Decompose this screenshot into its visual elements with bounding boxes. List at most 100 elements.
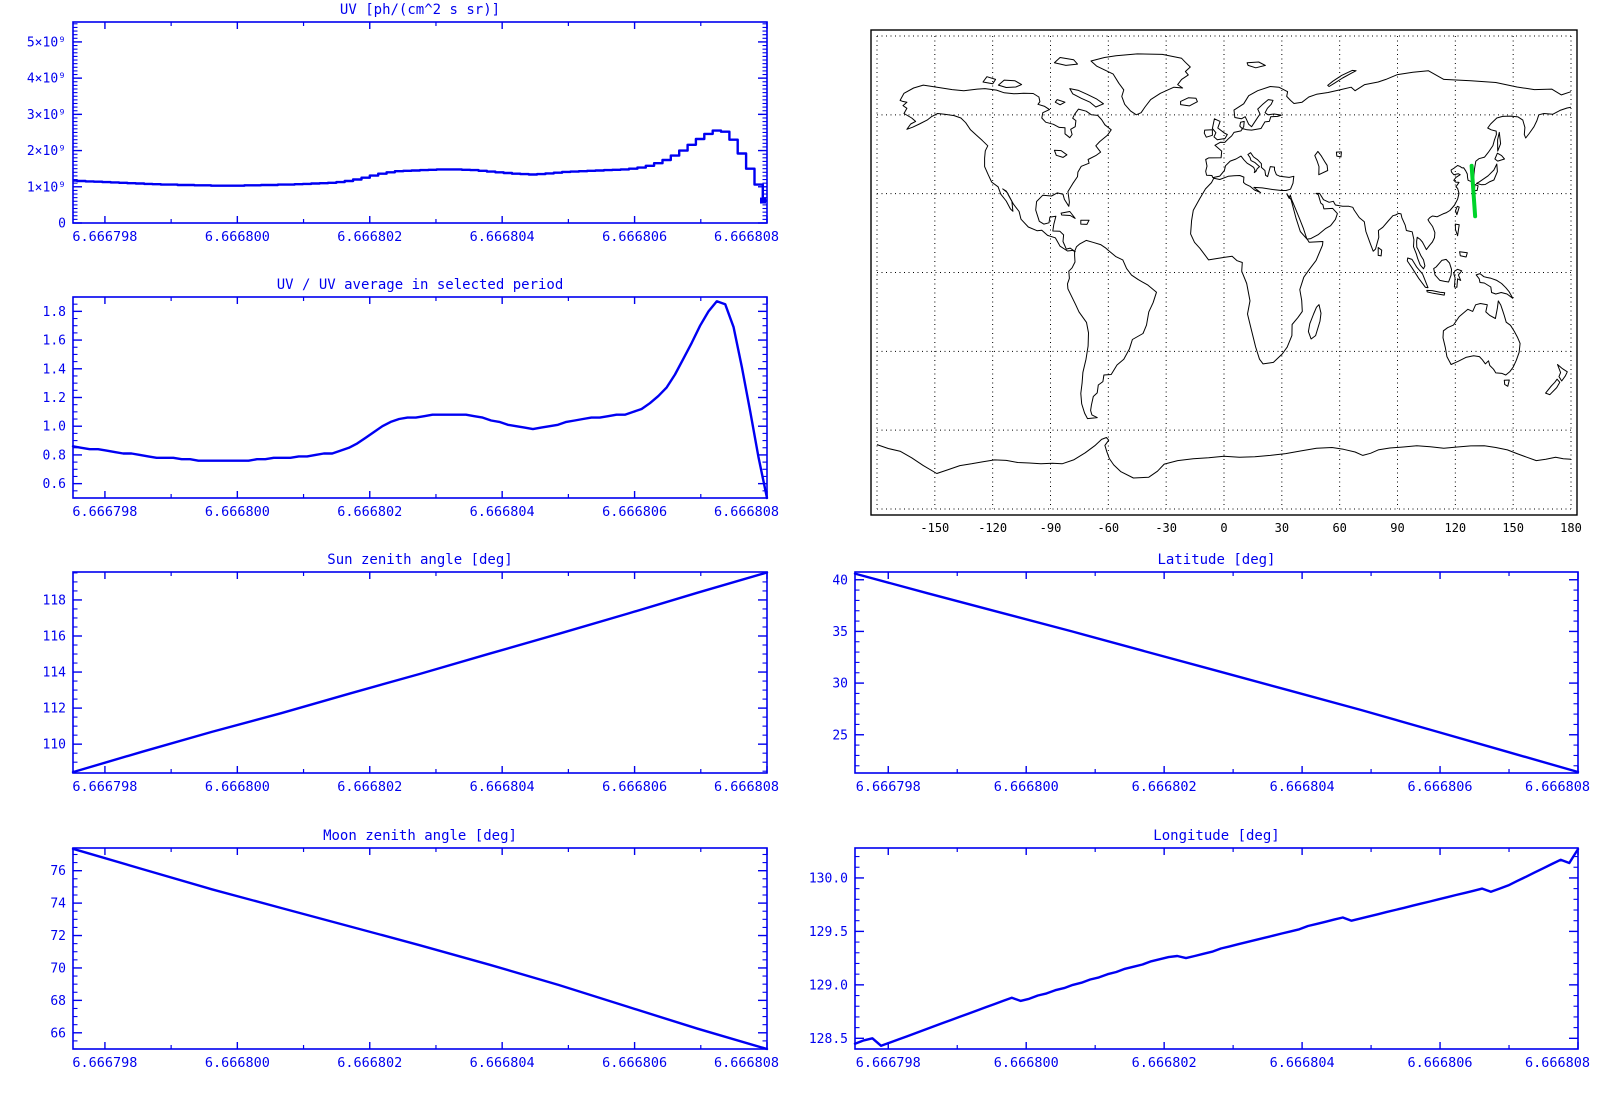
- coastline: [1053, 149, 1068, 158]
- x-tick-label: 6.666808: [714, 504, 779, 520]
- plot-canvas-longitude: 6.666798 6.666800 6.666802 6.666804 6.666806…: [810, 847, 1590, 1071]
- plot-canvas-moon-zenith: 6.666798 6.666800 6.666802 6.666804 6.666806…: [50, 847, 779, 1071]
- map-frame: [870, 29, 1578, 516]
- x-tick-label: 6.666802: [337, 1055, 402, 1071]
- coastline: [1327, 69, 1357, 87]
- y-tick-label: 40: [832, 573, 848, 588]
- coastline: [1067, 239, 1157, 420]
- map-lon-label: -90: [1040, 521, 1062, 535]
- y-tick-label: 1.2: [43, 391, 66, 406]
- x-tick-label: 6.666802: [337, 229, 402, 245]
- y-tick-label: 70: [50, 961, 66, 976]
- coastline: [1459, 251, 1468, 258]
- coastline: [1476, 163, 1498, 186]
- y-tick-label: 116: [43, 629, 66, 644]
- coastline: [1497, 131, 1502, 152]
- x-tick-label: 6.666800: [205, 1055, 270, 1071]
- x-tick-label: 6.666804: [470, 229, 535, 245]
- coastline: [1069, 88, 1104, 108]
- y-tick-label: 25: [832, 728, 848, 743]
- plot-title-uv: UV [ph/(cm^2 s sr)]: [339, 2, 501, 18]
- coastline: [1211, 118, 1228, 141]
- series-step-line: [73, 129, 767, 202]
- plot-title-longitude: Longitude [deg]: [1153, 828, 1280, 844]
- x-tick-label: 6.666806: [1408, 779, 1473, 795]
- coastline: [1246, 61, 1266, 69]
- map-lon-label: -60: [1097, 521, 1119, 535]
- coastline: [1054, 99, 1066, 106]
- coastline: [1442, 300, 1521, 376]
- coastline: [982, 76, 997, 85]
- x-tick-label: 6.666798: [72, 504, 137, 520]
- x-tick-label: 6.666800: [205, 504, 270, 520]
- coastline: [1494, 152, 1505, 162]
- world-map: -150 -120 -90 -60 -30 0 30 60 90 120 150 180: [810, 0, 1600, 545]
- x-tick-label: 6.666806: [602, 229, 667, 245]
- y-tick-label: 0.6: [43, 477, 66, 492]
- map-lon-label: 30: [1275, 521, 1289, 535]
- x-tick-label: 6.666800: [994, 1055, 1059, 1071]
- end-point-marker: [760, 197, 766, 204]
- coastline: [1453, 268, 1463, 288]
- x-tick-label: 6.666808: [1525, 1055, 1590, 1071]
- map-lon-label: 150: [1502, 521, 1524, 535]
- coastline: [1475, 273, 1514, 299]
- series-line: [71, 300, 769, 500]
- plot-canvas-uv: 6.666798 6.666800 6.666802 6.666804 6.666806…: [27, 21, 779, 245]
- y-tick-label: 129.5: [810, 925, 848, 940]
- ground-track: [1469, 163, 1478, 219]
- coastline: [876, 437, 1572, 479]
- x-tick-label: 6.666806: [602, 1055, 667, 1071]
- coastline: [1090, 53, 1191, 116]
- coastline: [1406, 257, 1429, 289]
- coastline: [1433, 258, 1452, 283]
- x-tick-label: 6.666808: [714, 229, 779, 245]
- plot-title-moon-zenith: Moon zenith angle [deg]: [323, 828, 517, 844]
- x-tick-label: 6.666808: [714, 1055, 779, 1071]
- plot-title-uv-ratio: UV / UV average in selected period: [276, 277, 564, 293]
- y-tick-label: 3×10⁹: [27, 108, 66, 123]
- y-tick-label: 68: [50, 994, 66, 1009]
- plot-sun-zenith: Sun zenith angle [deg] 6.666798 6.666800 6…: [0, 550, 790, 800]
- axes-frame: [854, 847, 1579, 1050]
- x-tick-label: 6.666808: [1525, 779, 1590, 795]
- y-tick-label: 128.5: [810, 1032, 848, 1047]
- y-tick-label: 1.8: [43, 305, 66, 320]
- y-tick-label: 76: [50, 864, 66, 879]
- x-tick-label: 6.666804: [470, 1055, 535, 1071]
- plot-title-latitude: Latitude [deg]: [1157, 552, 1276, 568]
- coastline: [1426, 289, 1446, 296]
- y-tick-label: 0: [58, 217, 66, 232]
- x-tick-label: 6.666804: [470, 504, 535, 520]
- plot-latitude: Latitude [deg] 6.666798 6.666800 6.666802 6…: [810, 550, 1600, 800]
- x-tick-label: 6.666806: [1408, 1055, 1473, 1071]
- plot-canvas-sun-zenith: 6.666798 6.666800 6.666802 6.666804 6.666806…: [43, 571, 779, 795]
- coastline: [1080, 219, 1090, 225]
- coastline: [1455, 205, 1460, 216]
- coastline: [1557, 364, 1568, 382]
- x-tick-label: 6.666798: [856, 779, 921, 795]
- y-tick-label: 1×10⁹: [27, 180, 66, 195]
- series-line: [853, 847, 1580, 1048]
- coastline: [1180, 97, 1198, 107]
- plot-moon-zenith: Moon zenith angle [deg] 6.666798 6.666800…: [0, 826, 790, 1081]
- y-tick-label: 0.8: [43, 448, 66, 463]
- y-tick-label: 1.6: [43, 334, 66, 349]
- series-line: [71, 571, 769, 774]
- x-tick-label: 6.666806: [602, 504, 667, 520]
- x-tick-label: 6.666804: [1270, 1055, 1335, 1071]
- y-tick-label: 1.4: [43, 362, 67, 377]
- y-tick-label: 30: [832, 677, 848, 692]
- x-tick-label: 6.666802: [337, 779, 402, 795]
- y-tick-label: 130.0: [810, 871, 848, 886]
- coastline: [1377, 247, 1383, 257]
- plot-canvas-uv-ratio: 6.666798 6.666800 6.666802 6.666804 6.666806…: [43, 296, 779, 520]
- x-tick-label: 6.666802: [1132, 1055, 1197, 1071]
- y-tick-label: 2×10⁹: [27, 144, 66, 159]
- y-tick-label: 35: [832, 625, 848, 640]
- x-tick-label: 6.666798: [72, 1055, 137, 1071]
- plot-uv: UV [ph/(cm^2 s sr)] 6.666798 6.666800 6.66…: [0, 0, 790, 250]
- x-tick-label: 6.666798: [856, 1055, 921, 1071]
- axes-frame: [72, 847, 768, 1050]
